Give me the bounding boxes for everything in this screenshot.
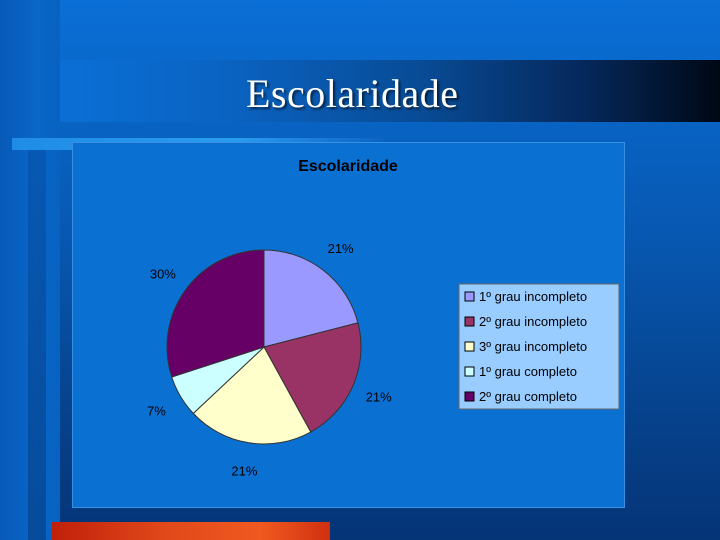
legend-swatch bbox=[464, 366, 475, 377]
legend: 1º grau incompleto 2º grau incompleto 3º g… bbox=[458, 283, 620, 410]
legend-label: 3º grau incompleto bbox=[479, 339, 587, 354]
pie-slice bbox=[263, 249, 359, 348]
pie-slice bbox=[263, 322, 362, 433]
pie-slice bbox=[166, 249, 265, 378]
pie-slice bbox=[192, 346, 312, 445]
slice-value-label: 30% bbox=[150, 267, 176, 282]
slice-labels: 21% 21% 21% 7% 30% bbox=[147, 241, 392, 478]
legend-label: 1º grau incompleto bbox=[479, 289, 587, 304]
slide-title: Escolaridade bbox=[246, 71, 459, 116]
legend-swatch bbox=[464, 391, 475, 402]
slice-value-label: 21% bbox=[366, 390, 392, 405]
pie-chart: Escolaridade 21% 21% 21% 7% 30% 1º grau inco… bbox=[147, 158, 620, 478]
legend-label: 2º grau incompleto bbox=[479, 314, 587, 329]
legend-label: 1º grau completo bbox=[479, 364, 577, 379]
slice-value-label: 21% bbox=[328, 241, 354, 256]
pie-slices bbox=[166, 249, 362, 445]
legend-swatch bbox=[464, 341, 475, 352]
title-bar bbox=[60, 60, 720, 122]
left-decor-stripe bbox=[28, 140, 46, 540]
slice-value-label: 7% bbox=[147, 404, 166, 419]
legend-label: 2º grau completo bbox=[479, 389, 577, 404]
legend-swatch bbox=[464, 316, 475, 327]
legend-swatch bbox=[464, 291, 475, 302]
slice-value-label: 21% bbox=[231, 463, 257, 478]
bottom-accent-bar bbox=[52, 522, 330, 540]
chart-title: Escolaridade bbox=[298, 158, 398, 175]
legend-box bbox=[458, 283, 620, 410]
